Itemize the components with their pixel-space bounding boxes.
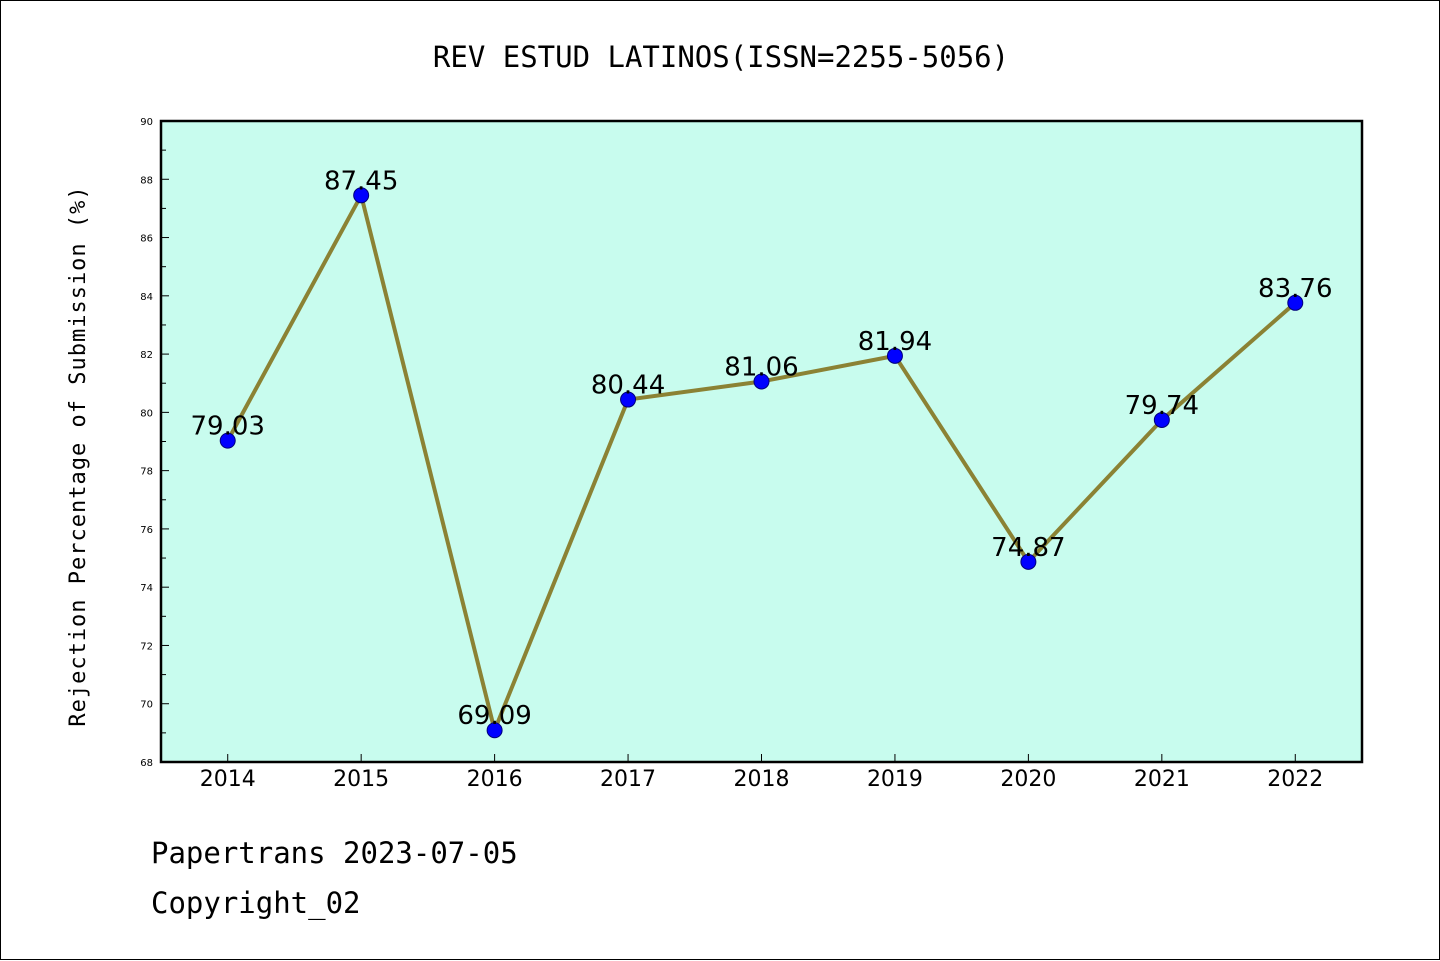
series-line-segment bbox=[1159, 300, 1298, 422]
data-point-marker bbox=[620, 391, 637, 408]
plot-border bbox=[159, 119, 1364, 764]
series-line-segment bbox=[492, 397, 631, 733]
x-tick-label: 2017 bbox=[600, 767, 656, 792]
data-point-label: 81.94 bbox=[858, 327, 932, 357]
y-tick-label: 70 bbox=[140, 700, 153, 711]
plot-area: 68 70 72 74 76 78 80 82 84 86 88 90 2014 2015 2016 2017… bbox=[140, 117, 1364, 792]
y-tick-label: 88 bbox=[140, 175, 153, 186]
x-tick-label: 2019 bbox=[867, 767, 923, 792]
data-point-marker bbox=[886, 347, 903, 364]
y-axis-label: Rejection Percentage of Submission (%) bbox=[66, 185, 91, 726]
series-line-segment bbox=[225, 193, 364, 443]
chart-title: REV ESTUD LATINOS(ISSN=2255-5056) bbox=[433, 40, 1009, 74]
y-tick-label: 84 bbox=[140, 292, 153, 303]
y-tick-label: 76 bbox=[140, 525, 153, 536]
x-tick-label: 2020 bbox=[1000, 767, 1056, 792]
series-line-segment bbox=[892, 353, 1031, 564]
x-tick-label: 2018 bbox=[734, 767, 790, 792]
series-line-segment bbox=[1026, 417, 1164, 564]
y-tick-label: 74 bbox=[140, 583, 153, 594]
data-point-label: 87.45 bbox=[324, 166, 398, 196]
y-tick-label: 80 bbox=[140, 408, 153, 419]
series-line-segment bbox=[626, 379, 764, 402]
plot-background bbox=[161, 121, 1362, 762]
y-tick-label: 82 bbox=[140, 350, 153, 361]
x-tick-label: 2022 bbox=[1267, 767, 1323, 792]
y-tick-label: 78 bbox=[140, 467, 153, 478]
series-line-segment bbox=[759, 353, 897, 384]
footer-date-text: Papertrans 2023-07-05 bbox=[151, 836, 518, 870]
data-point-marker bbox=[1287, 294, 1304, 311]
x-tick-label: 2014 bbox=[200, 767, 256, 792]
data-point-marker bbox=[486, 722, 503, 739]
x-tick-label: 2015 bbox=[333, 767, 389, 792]
data-point-label: 79.03 bbox=[191, 412, 265, 442]
data-point-marker bbox=[1020, 553, 1037, 570]
footer-copyright-text: Copyright_02 bbox=[151, 886, 361, 920]
data-point-marker bbox=[353, 187, 370, 204]
y-tick-label: 86 bbox=[140, 234, 153, 245]
data-point-marker bbox=[1153, 411, 1170, 428]
y-tick-label: 90 bbox=[140, 117, 153, 128]
data-point-label: 83.76 bbox=[1258, 274, 1332, 304]
data-point-marker bbox=[219, 432, 236, 449]
series-line-segment bbox=[359, 193, 497, 733]
data-point-label: 81.06 bbox=[724, 352, 798, 382]
y-tick-label: 68 bbox=[140, 758, 153, 769]
data-point-marker bbox=[753, 373, 770, 390]
data-point-label: 69.09 bbox=[457, 701, 531, 731]
x-tick-label: 2021 bbox=[1134, 767, 1190, 792]
x-tick-label: 2016 bbox=[467, 767, 523, 792]
data-point-label: 74.87 bbox=[991, 533, 1065, 563]
data-point-label: 80.44 bbox=[591, 371, 665, 401]
y-tick-label: 72 bbox=[140, 641, 153, 652]
data-point-label: 79.74 bbox=[1125, 391, 1199, 421]
